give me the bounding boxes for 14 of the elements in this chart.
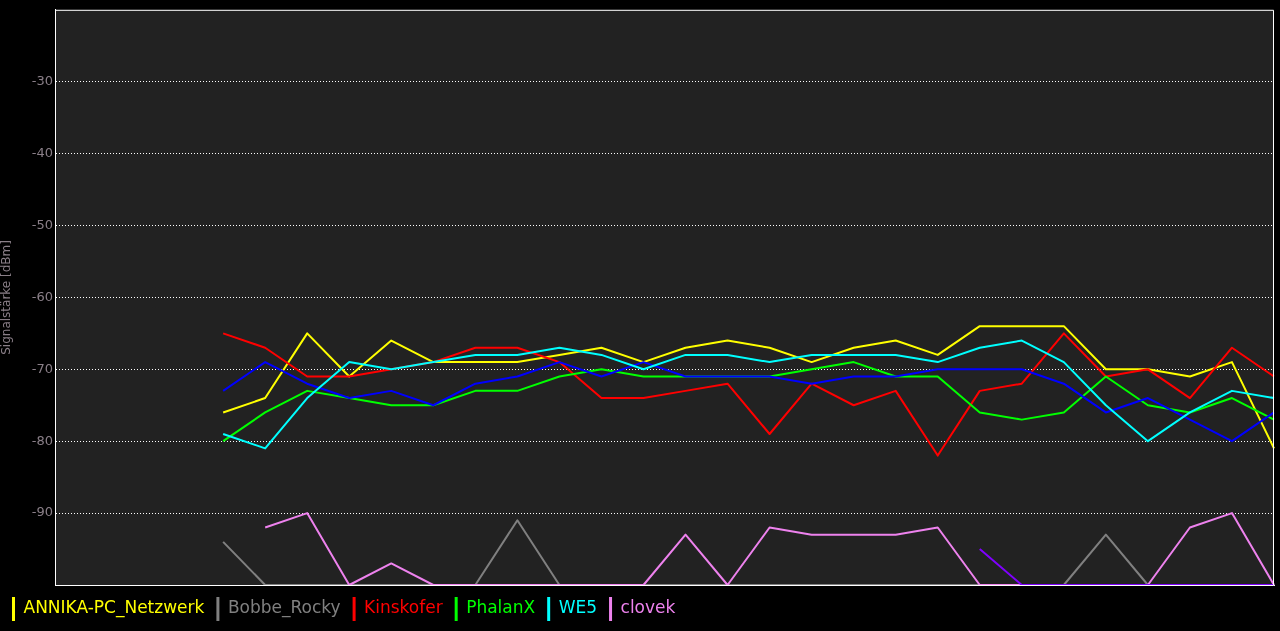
y-tick-label: -30 xyxy=(31,73,53,89)
y-axis-title: Signalstärke [dBm] xyxy=(0,240,14,355)
y-tick-label: -60 xyxy=(31,288,53,304)
legend-label: clovek xyxy=(620,597,676,618)
y-tick-label: -40 xyxy=(31,144,53,160)
y-tick-label: -80 xyxy=(31,432,53,448)
y-tick-label: -90 xyxy=(31,504,53,520)
y-tick-label: -50 xyxy=(31,216,53,232)
legend-label: Kinskofer xyxy=(364,597,443,618)
legend-label: WE5 xyxy=(558,597,598,618)
legend-label: ANNIKA-PC_Netzwerk xyxy=(23,597,205,619)
legend-label: Bobbe_Rocky xyxy=(227,597,341,619)
y-tick-label: -70 xyxy=(31,360,53,376)
legend-label: PhalanX xyxy=(466,597,536,618)
